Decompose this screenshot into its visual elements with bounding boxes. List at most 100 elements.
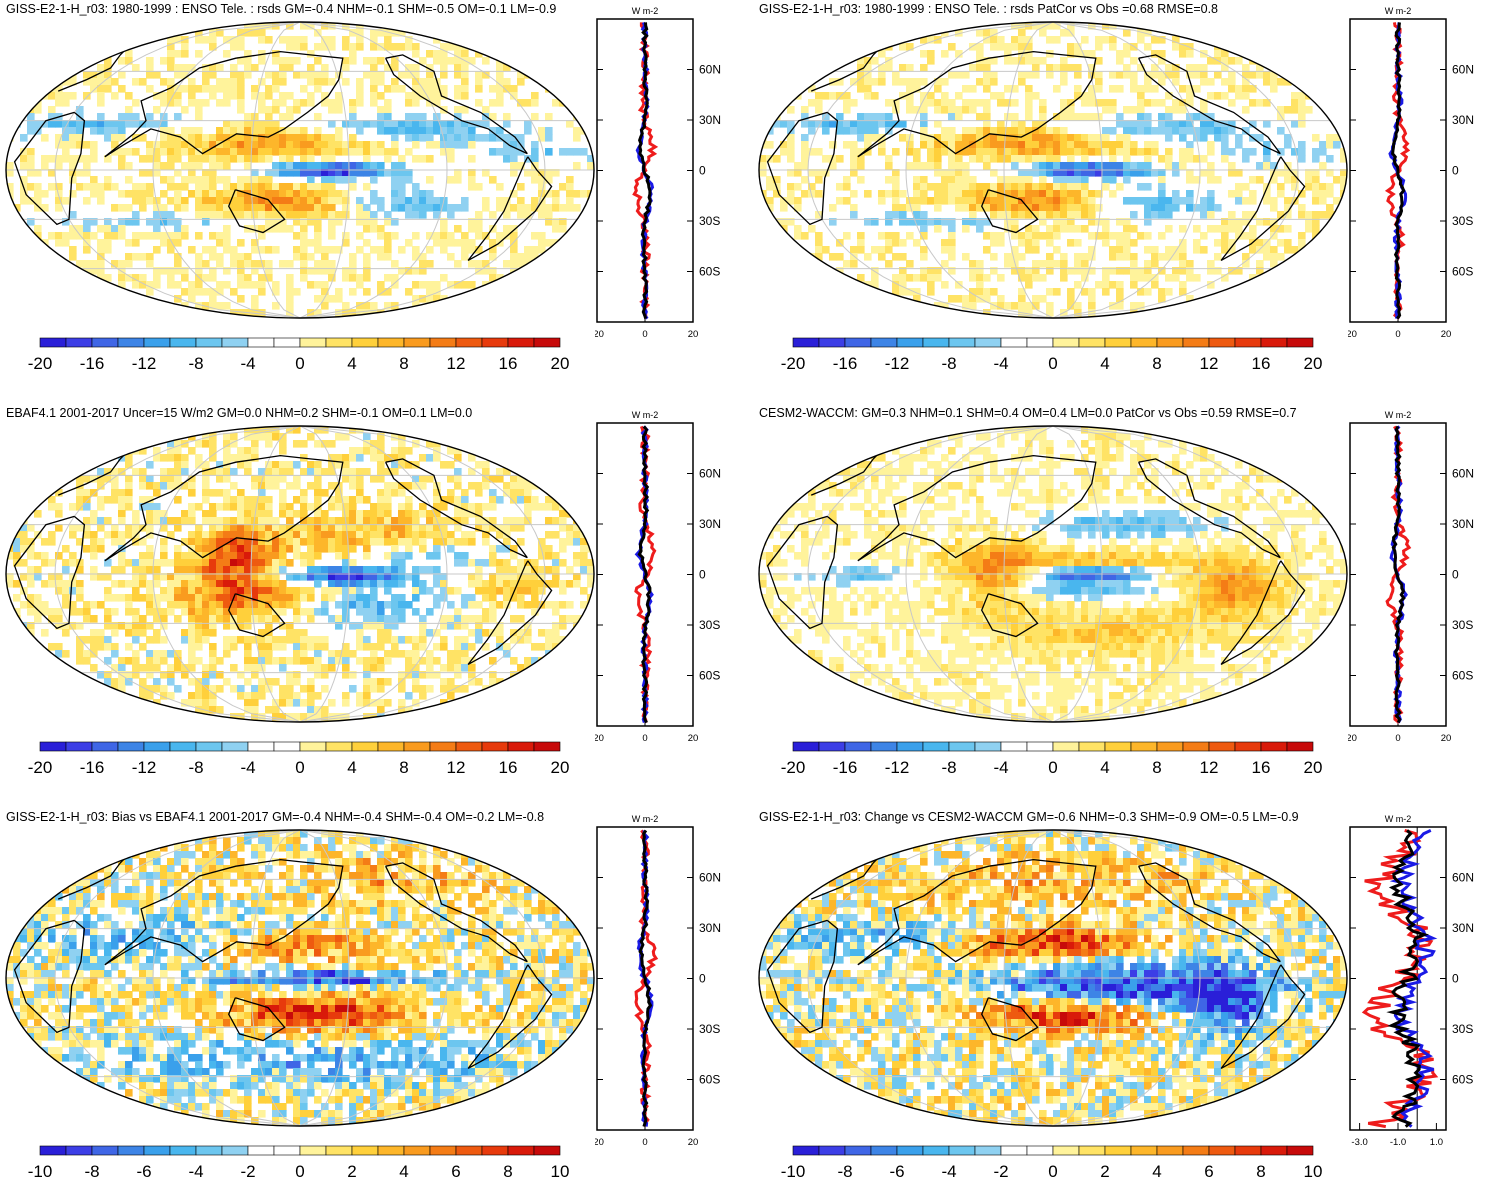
- lat-label: 60S: [1452, 669, 1473, 683]
- colorbar-swatch: [1157, 742, 1183, 751]
- lat-label: 30S: [1452, 618, 1473, 632]
- colorbar-label: -12: [132, 758, 157, 777]
- colorbar-swatch: [40, 742, 66, 751]
- colorbar-swatch: [300, 338, 326, 347]
- colorbar-label: 4: [399, 1162, 408, 1181]
- panel-3: EBAF4.1 2001-2017 Uncer=15 W/m2 GM=0.0 N…: [0, 404, 740, 799]
- colorbar-label: 4: [1100, 758, 1109, 777]
- colorbar-swatch: [144, 338, 170, 347]
- lat-label: 60N: [699, 63, 721, 77]
- colorbar-swatch: [40, 338, 66, 347]
- colorbar-swatch: [430, 742, 456, 751]
- profile-units: W m-2: [1385, 410, 1412, 420]
- colorbar-swatch: [1209, 338, 1235, 347]
- panel-6: GISS-E2-1-H_r03: Change vs CESM2-WACCM G…: [753, 808, 1493, 1203]
- colorbar-label: 16: [499, 758, 518, 777]
- profile-units: W m-2: [1385, 6, 1412, 16]
- colorbar-swatch: [66, 1146, 92, 1155]
- map-plot: [753, 0, 1353, 330]
- profile-xtick: 0: [642, 1137, 647, 1148]
- profile-xtick: 20: [688, 733, 699, 744]
- colorbar-swatch: [1287, 338, 1313, 347]
- colorbar-swatch: [819, 742, 845, 751]
- lat-label: 0: [699, 164, 706, 178]
- colorbar-label: -8: [837, 1162, 852, 1181]
- colorbar-swatch: [1131, 338, 1157, 347]
- lat-label: 30S: [1452, 1022, 1473, 1036]
- colorbar-swatch: [534, 1146, 560, 1155]
- colorbar-swatch: [456, 742, 482, 751]
- colorbar-swatch: [170, 742, 196, 751]
- colorbar-swatch: [404, 338, 430, 347]
- colorbar-swatch: [897, 742, 923, 751]
- lat-label: 60N: [1452, 467, 1474, 481]
- colorbar-swatch: [1157, 1146, 1183, 1155]
- colorbar-label: -8: [941, 758, 956, 777]
- colorbar-swatch: [274, 742, 300, 751]
- map-plot: [753, 404, 1353, 734]
- lat-label: 60S: [1452, 1073, 1473, 1087]
- colorbar-swatch: [1131, 742, 1157, 751]
- colorbar-label: -6: [889, 1162, 904, 1181]
- lat-label: 0: [699, 568, 706, 582]
- colorbar-swatch: [248, 338, 274, 347]
- colorbar-swatch: [92, 742, 118, 751]
- colorbar-swatch: [793, 1146, 819, 1155]
- colorbar-swatch: [378, 742, 404, 751]
- colorbar-swatch: [1001, 338, 1027, 347]
- colorbar-swatch: [430, 338, 456, 347]
- colorbar-label: 0: [295, 758, 304, 777]
- profile-xtick: 20: [688, 329, 699, 340]
- colorbar-swatch: [923, 338, 949, 347]
- colorbar-swatch: [1053, 742, 1079, 751]
- profile-units: W m-2: [632, 814, 659, 824]
- colorbar-swatch: [897, 1146, 923, 1155]
- colorbar-label: -10: [781, 1162, 806, 1181]
- colorbar-swatch: [274, 1146, 300, 1155]
- profile-xtick: 1.0: [1430, 1137, 1443, 1148]
- colorbar-swatch: [534, 742, 560, 751]
- colorbar-swatch: [300, 1146, 326, 1155]
- colorbar-label: 20: [1304, 354, 1323, 373]
- lat-label: 60N: [1452, 63, 1474, 77]
- colorbar-label: 4: [347, 354, 356, 373]
- lat-label: 30N: [1452, 517, 1474, 531]
- colorbar-label: -4: [240, 354, 255, 373]
- colorbar-swatch: [196, 742, 222, 751]
- map-plot: [0, 808, 600, 1138]
- colorbar-swatch: [170, 1146, 196, 1155]
- lat-label: 30N: [699, 113, 721, 127]
- colorbar-label: 16: [1252, 354, 1271, 373]
- colorbar-swatch: [1261, 338, 1287, 347]
- colorbar-swatch: [352, 742, 378, 751]
- colorbar-swatch: [352, 1146, 378, 1155]
- profile-xtick: 0: [642, 329, 647, 340]
- colorbar-swatch: [92, 1146, 118, 1155]
- profile-xtick: 20: [688, 1137, 699, 1148]
- lat-label: 60S: [699, 265, 720, 279]
- colorbar-swatch: [326, 338, 352, 347]
- colorbar-label: 16: [1252, 758, 1271, 777]
- profile-units: W m-2: [632, 410, 659, 420]
- colorbar-swatch: [871, 1146, 897, 1155]
- colorbar-label: 4: [1152, 1162, 1161, 1181]
- colorbar-label: -4: [240, 758, 255, 777]
- colorbar-swatch: [274, 338, 300, 347]
- colorbar-swatch: [845, 742, 871, 751]
- colorbar-swatch: [1209, 742, 1235, 751]
- map-field: [0, 0, 600, 330]
- lat-label: 60N: [699, 871, 721, 885]
- colorbar-label: 8: [503, 1162, 512, 1181]
- colorbar-label: -20: [781, 758, 806, 777]
- colorbar-swatch: [508, 742, 534, 751]
- colorbar-swatch: [975, 1146, 1001, 1155]
- lat-label: 0: [699, 972, 706, 986]
- colorbar-swatch: [352, 338, 378, 347]
- colorbar-swatch: [1079, 338, 1105, 347]
- colorbar-swatch: [118, 338, 144, 347]
- colorbar-label: 8: [1152, 758, 1161, 777]
